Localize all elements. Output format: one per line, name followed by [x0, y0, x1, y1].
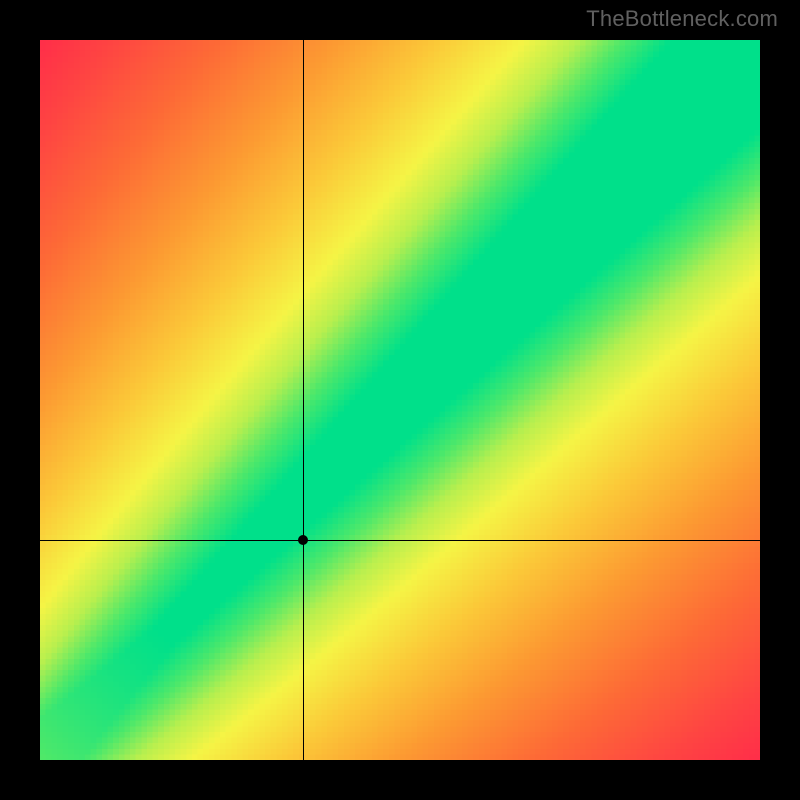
crosshair-horizontal	[40, 540, 760, 541]
chart-container: TheBottleneck.com	[0, 0, 800, 800]
watermark-text: TheBottleneck.com	[586, 6, 778, 32]
selected-point-marker	[298, 535, 308, 545]
plot-area	[40, 40, 760, 760]
crosshair-vertical	[303, 40, 304, 760]
bottleneck-heatmap	[40, 40, 760, 760]
